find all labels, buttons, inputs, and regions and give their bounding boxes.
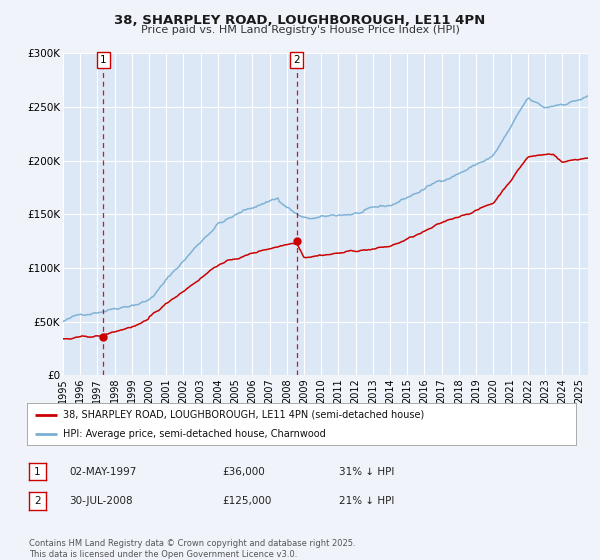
Text: 31% ↓ HPI: 31% ↓ HPI [339,466,394,477]
Text: 21% ↓ HPI: 21% ↓ HPI [339,496,394,506]
Text: 02-MAY-1997: 02-MAY-1997 [69,466,136,477]
Text: £125,000: £125,000 [222,496,271,506]
Text: 1: 1 [100,55,106,65]
Text: 2: 2 [293,55,300,65]
Text: Price paid vs. HM Land Registry's House Price Index (HPI): Price paid vs. HM Land Registry's House … [140,25,460,35]
Text: 30-JUL-2008: 30-JUL-2008 [69,496,133,506]
Text: 38, SHARPLEY ROAD, LOUGHBOROUGH, LE11 4PN: 38, SHARPLEY ROAD, LOUGHBOROUGH, LE11 4P… [115,14,485,27]
Text: Contains HM Land Registry data © Crown copyright and database right 2025.
This d: Contains HM Land Registry data © Crown c… [29,539,355,559]
Text: £36,000: £36,000 [222,466,265,477]
Text: 2: 2 [34,496,41,506]
Text: 38, SHARPLEY ROAD, LOUGHBOROUGH, LE11 4PN (semi-detached house): 38, SHARPLEY ROAD, LOUGHBOROUGH, LE11 4P… [62,409,424,419]
Text: HPI: Average price, semi-detached house, Charnwood: HPI: Average price, semi-detached house,… [62,429,325,439]
Text: 1: 1 [34,466,41,477]
